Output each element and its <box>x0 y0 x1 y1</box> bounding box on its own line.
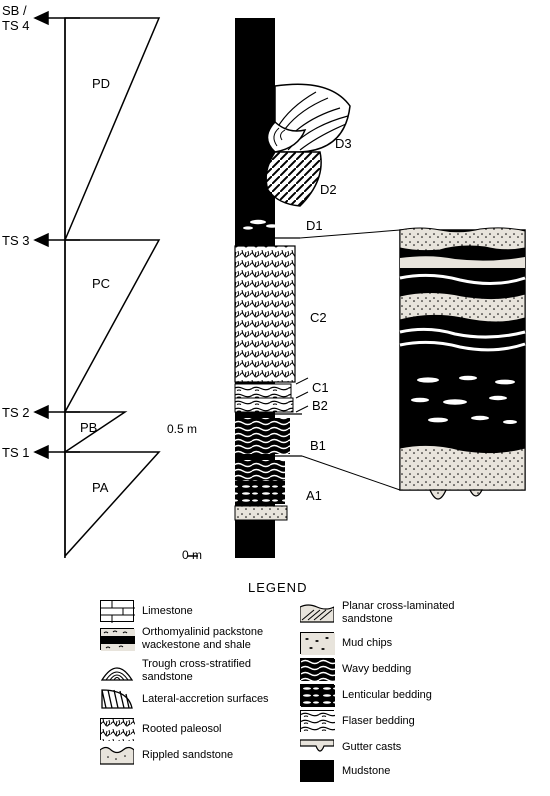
legend-text-planar: Planar cross-laminated sandstone <box>342 600 497 625</box>
strat-diagram <box>0 0 550 570</box>
legend-text-gutter: Gutter casts <box>342 741 401 754</box>
unit-label-d1: D1 <box>306 218 323 233</box>
legend-mudstone: Mudstone <box>300 760 390 782</box>
legend-text-ortho: Orthomyalinid packstone wackestone and s… <box>142 626 297 651</box>
legend-planar: Planar cross-laminated sandstone <box>300 600 497 625</box>
paraseq-pc: PC <box>92 276 110 291</box>
swatch-planar <box>300 602 334 624</box>
legend-text-limestone: Limestone <box>142 605 193 618</box>
unit-c2 <box>235 246 295 382</box>
legend-text-mudstone: Mudstone <box>342 765 390 778</box>
marker-sb-ts4: SB / TS 4 <box>2 3 29 33</box>
legend-trough: Trough cross-stratified sandstone <box>100 658 297 683</box>
legend-text-rooted: Rooted paleosol <box>142 723 222 736</box>
legend-lateral: Lateral-accretion surfaces <box>100 688 269 710</box>
swatch-wavy <box>300 658 334 680</box>
unit-label-c2: C2 <box>310 310 327 325</box>
legend-rooted: Rooted paleosol <box>100 718 222 740</box>
marker-ts3: TS 3 <box>2 233 29 248</box>
unit-b1 <box>235 418 290 454</box>
legend-limestone: Limestone <box>100 600 193 622</box>
unit-label-b1: B1 <box>310 438 326 453</box>
unit-label-a1: A1 <box>306 488 322 503</box>
swatch-mudchip <box>300 632 334 654</box>
legend-text-rippled: Rippled sandstone <box>142 749 233 762</box>
legend-text-lateral: Lateral-accretion surfaces <box>142 693 269 706</box>
unit-label-d2: D2 <box>320 182 337 197</box>
swatch-mudstone <box>300 760 334 782</box>
paraseq-pb: PB <box>80 420 97 435</box>
legend-gutter: Gutter casts <box>300 736 401 758</box>
swatch-lateral <box>100 688 134 710</box>
marker-ts2: TS 2 <box>2 405 29 420</box>
legend-text-lenticular: Lenticular bedding <box>342 689 432 702</box>
marker-ts1: TS 1 <box>2 445 29 460</box>
swatch-rippled <box>100 744 134 766</box>
scale-half: 0.5 m <box>167 422 197 436</box>
legend-mudchip: Mud chips <box>300 632 392 654</box>
swatch-rooted <box>100 718 134 740</box>
swatch-ortho <box>100 628 134 650</box>
legend-text-flaser: Flaser bedding <box>342 715 415 728</box>
swatch-flaser <box>300 710 334 732</box>
unit-label-c1: C1 <box>312 380 329 395</box>
legend-ortho: Orthomyalinid packstone wackestone and s… <box>100 626 297 651</box>
unit-label-b2: B2 <box>312 398 328 413</box>
swatch-trough <box>100 660 134 682</box>
swatch-lenticular <box>300 684 334 706</box>
swatch-gutter <box>300 736 334 758</box>
paraseq-pd: PD <box>92 76 110 91</box>
legend-flaser: Flaser bedding <box>300 710 415 732</box>
legend-text-mudchip: Mud chips <box>342 637 392 650</box>
legend-lenticular: Lenticular bedding <box>300 684 432 706</box>
unit-label-d3: D3 <box>335 136 352 151</box>
scale-zero: 0 m <box>182 548 202 562</box>
inset-column <box>400 228 525 499</box>
legend-text-wavy: Wavy bedding <box>342 663 411 676</box>
legend-wavy: Wavy bedding <box>300 658 411 680</box>
legend-title: LEGEND <box>248 580 307 595</box>
legend-text-trough: Trough cross-stratified sandstone <box>142 658 297 683</box>
legend-rippled: Rippled sandstone <box>100 744 233 766</box>
paraseq-pa: PA <box>92 480 108 495</box>
strat-column <box>235 18 400 558</box>
swatch-limestone <box>100 600 134 622</box>
